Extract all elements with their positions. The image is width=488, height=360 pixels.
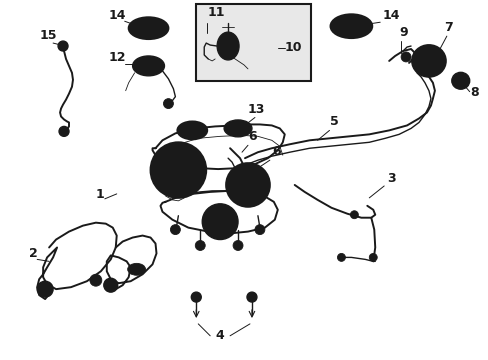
Circle shape bbox=[158, 150, 198, 190]
Text: 13: 13 bbox=[247, 103, 265, 116]
Ellipse shape bbox=[182, 125, 202, 136]
Text: 14: 14 bbox=[108, 9, 126, 22]
Circle shape bbox=[170, 225, 180, 235]
Circle shape bbox=[233, 240, 243, 251]
Ellipse shape bbox=[420, 54, 436, 68]
Text: 6: 6 bbox=[247, 130, 256, 143]
Circle shape bbox=[163, 99, 173, 109]
Circle shape bbox=[208, 210, 232, 234]
Text: 1: 1 bbox=[96, 188, 104, 201]
Text: 7: 7 bbox=[443, 21, 452, 34]
Text: 9: 9 bbox=[398, 26, 407, 39]
Text: 14: 14 bbox=[382, 9, 399, 22]
Circle shape bbox=[166, 158, 190, 182]
Text: 3: 3 bbox=[386, 172, 395, 185]
Circle shape bbox=[58, 41, 68, 51]
Text: 2: 2 bbox=[29, 247, 38, 260]
Ellipse shape bbox=[454, 75, 466, 86]
Ellipse shape bbox=[138, 23, 158, 33]
Circle shape bbox=[254, 225, 264, 235]
Text: 8: 8 bbox=[470, 86, 478, 99]
Circle shape bbox=[350, 211, 358, 219]
Circle shape bbox=[59, 126, 69, 136]
Text: 5: 5 bbox=[329, 116, 338, 129]
Circle shape bbox=[368, 253, 376, 261]
Ellipse shape bbox=[132, 56, 164, 76]
Text: 4: 4 bbox=[215, 329, 224, 342]
Circle shape bbox=[41, 285, 49, 293]
Ellipse shape bbox=[233, 125, 243, 131]
Ellipse shape bbox=[224, 120, 251, 137]
Ellipse shape bbox=[128, 17, 168, 39]
Ellipse shape bbox=[217, 32, 239, 60]
Ellipse shape bbox=[456, 77, 463, 84]
Text: 6: 6 bbox=[271, 145, 280, 158]
Ellipse shape bbox=[186, 127, 198, 134]
Circle shape bbox=[191, 292, 201, 302]
Ellipse shape bbox=[336, 18, 366, 34]
Circle shape bbox=[202, 204, 238, 239]
Ellipse shape bbox=[142, 62, 155, 70]
Bar bbox=[196, 4, 310, 81]
Ellipse shape bbox=[330, 14, 371, 38]
Ellipse shape bbox=[340, 21, 361, 32]
Circle shape bbox=[37, 281, 53, 297]
Ellipse shape bbox=[228, 123, 246, 134]
Circle shape bbox=[106, 281, 115, 289]
Circle shape bbox=[232, 169, 264, 201]
Ellipse shape bbox=[127, 264, 145, 275]
Ellipse shape bbox=[177, 121, 207, 139]
Circle shape bbox=[195, 240, 205, 251]
Text: 11: 11 bbox=[207, 6, 224, 19]
Circle shape bbox=[337, 253, 345, 261]
Ellipse shape bbox=[451, 72, 469, 89]
Circle shape bbox=[239, 176, 256, 194]
Ellipse shape bbox=[416, 50, 440, 72]
Text: 10: 10 bbox=[284, 41, 302, 54]
Text: 15: 15 bbox=[39, 29, 57, 42]
Circle shape bbox=[150, 142, 206, 198]
Circle shape bbox=[225, 163, 269, 207]
Circle shape bbox=[103, 278, 118, 292]
Circle shape bbox=[90, 274, 102, 286]
Ellipse shape bbox=[134, 21, 162, 36]
Ellipse shape bbox=[411, 45, 445, 77]
Text: 12: 12 bbox=[108, 51, 126, 64]
Ellipse shape bbox=[137, 59, 159, 73]
Circle shape bbox=[400, 52, 410, 62]
Circle shape bbox=[246, 292, 256, 302]
